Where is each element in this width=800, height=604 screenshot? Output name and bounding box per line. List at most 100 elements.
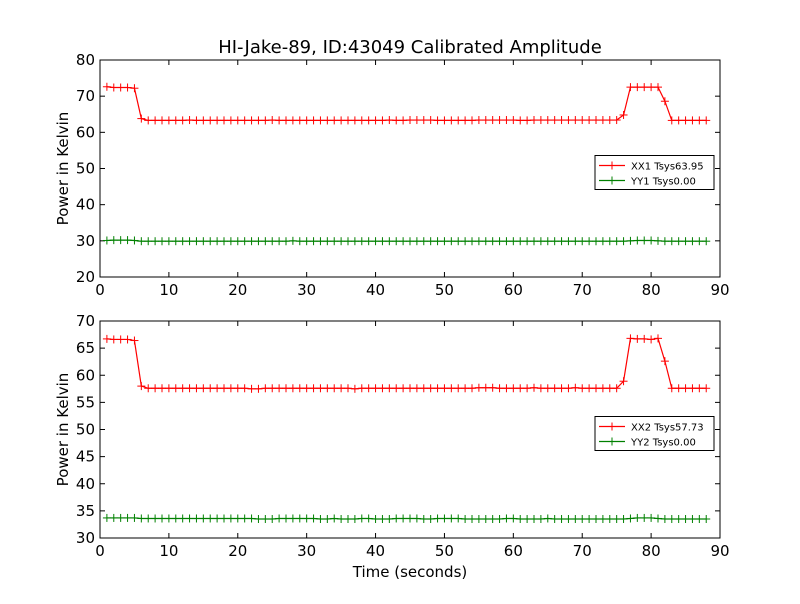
x-tick-label: 50 (435, 281, 454, 299)
data-point (461, 116, 470, 125)
x-tick-label: 20 (228, 281, 247, 299)
data-point (316, 116, 325, 125)
data-point (344, 237, 352, 246)
x-tick-label: 90 (710, 281, 729, 299)
data-point (137, 114, 146, 123)
data-point (536, 384, 545, 393)
data-point (247, 237, 256, 246)
data-point (288, 514, 297, 523)
data-point (130, 336, 139, 345)
data-point (592, 515, 600, 524)
data-point (240, 514, 249, 523)
data-point (509, 514, 518, 523)
data-point (536, 515, 545, 524)
x-axis-label: Time (seconds) (352, 563, 468, 581)
data-point (502, 514, 511, 523)
data-point (454, 514, 463, 523)
data-point (612, 237, 621, 246)
data-point (474, 116, 483, 125)
data-point (454, 116, 463, 125)
data-point (688, 384, 697, 393)
data-point (598, 515, 607, 524)
data-point (247, 116, 256, 125)
data-point (695, 384, 704, 393)
x-tick-label: 80 (642, 542, 661, 560)
data-point (233, 384, 242, 393)
data-point (688, 116, 697, 125)
subplots: 0 10 20 30 40 50 60 70 80 90 20 30 40 50 60 70 80 Power i… (54, 51, 730, 560)
data-point (461, 384, 470, 393)
legend-label: YY2 Tsys0.00 (630, 438, 696, 449)
series-1 (102, 334, 711, 393)
data-point (213, 116, 222, 125)
data-point (316, 515, 325, 524)
data-point (151, 384, 160, 393)
data-point (543, 514, 552, 523)
data-point (268, 515, 277, 524)
data-point (233, 237, 242, 246)
series-2 (102, 236, 711, 246)
y-tick-label: 40 (76, 475, 95, 493)
data-point (233, 514, 242, 523)
data-point (323, 515, 332, 524)
data-point (447, 116, 456, 125)
chart-title: HI-Jake-89, ID:43049 Calibrated Amplitud… (218, 37, 602, 58)
data-point (309, 384, 318, 393)
data-point (254, 384, 263, 393)
data-point (412, 116, 421, 125)
data-point (130, 236, 139, 245)
data-point (206, 116, 215, 125)
data-point (495, 515, 504, 524)
data-point (605, 116, 614, 125)
data-point (116, 335, 125, 344)
data-point (337, 384, 346, 393)
data-point (185, 237, 194, 246)
data-point (178, 116, 187, 125)
data-point (268, 384, 277, 393)
data-point (254, 515, 263, 524)
data-point (123, 513, 132, 522)
data-point (199, 237, 208, 246)
data-point (633, 334, 642, 343)
data-point (585, 116, 594, 125)
data-point (667, 116, 676, 125)
data-point (185, 514, 194, 523)
data-point (206, 237, 215, 246)
data-point (378, 237, 387, 246)
data-point (578, 384, 587, 393)
data-point (275, 237, 284, 246)
data-point (158, 514, 166, 523)
data-point (220, 514, 228, 523)
data-point (433, 237, 442, 246)
data-point (254, 116, 263, 125)
data-point (199, 514, 208, 523)
data-point (681, 384, 690, 393)
data-point (302, 514, 311, 523)
data-point (295, 384, 304, 393)
series-2 (102, 513, 711, 524)
data-point (357, 237, 366, 246)
data-point (543, 237, 552, 246)
y-tick-label: 30 (76, 232, 95, 250)
data-point (220, 384, 228, 393)
data-point (268, 237, 277, 246)
data-point (385, 237, 394, 246)
data-point (474, 383, 483, 392)
data-point (619, 377, 628, 386)
y-tick-label: 50 (76, 421, 95, 439)
data-point (109, 236, 118, 245)
data-point (151, 237, 160, 246)
data-point (213, 237, 222, 246)
data-point (364, 384, 373, 393)
data-point (226, 116, 235, 125)
data-point (158, 116, 166, 125)
data-point (171, 237, 180, 246)
data-point (488, 237, 497, 246)
data-point (598, 116, 607, 125)
data-point (226, 237, 235, 246)
data-point (481, 515, 490, 524)
data-point (660, 237, 669, 246)
data-point (557, 515, 566, 524)
